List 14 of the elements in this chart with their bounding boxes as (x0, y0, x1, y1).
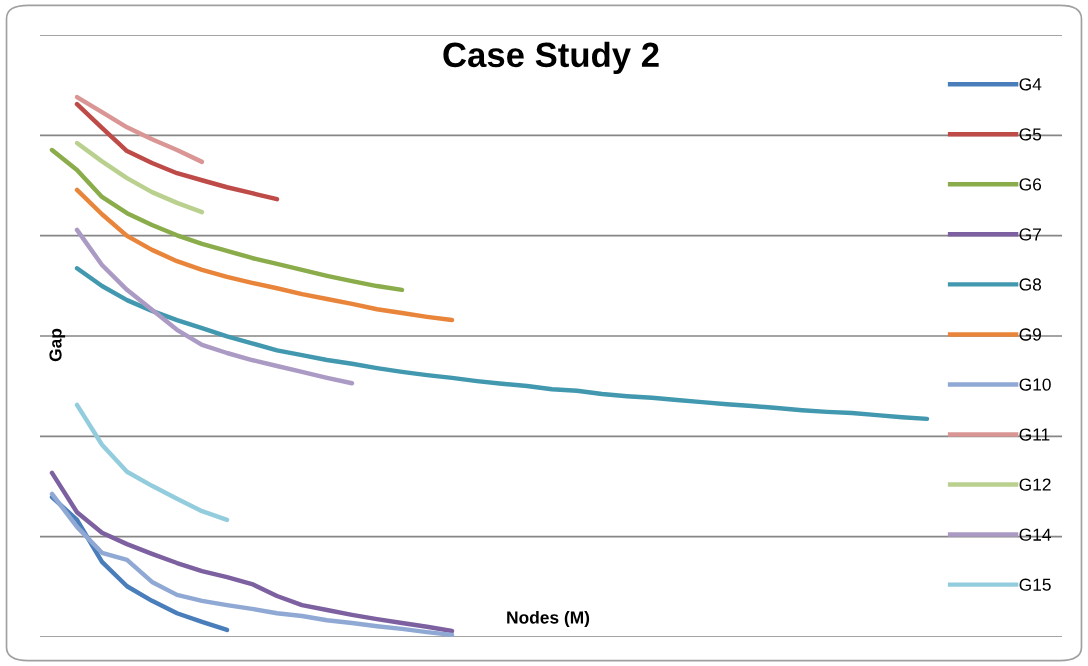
legend-label: G11 (1019, 428, 1050, 441)
legend-label: G12 (1019, 478, 1051, 491)
legend-label: G14 (1019, 528, 1051, 541)
legend-label: G10 (1019, 378, 1051, 391)
legend-label: G15 (1019, 578, 1051, 591)
legend-label: G9 (1019, 328, 1042, 341)
x-axis-title: Nodes (M) (507, 610, 590, 628)
legend-label: G6 (1019, 178, 1042, 191)
legend-label: G7 (1019, 228, 1041, 241)
legend-label: G5 (1019, 128, 1042, 141)
legend-label: G8 (1019, 278, 1042, 291)
legend-label: G4 (1019, 78, 1042, 91)
chart-title: Case Study 2 (443, 41, 659, 75)
y-axis-title: Gap (49, 328, 66, 362)
